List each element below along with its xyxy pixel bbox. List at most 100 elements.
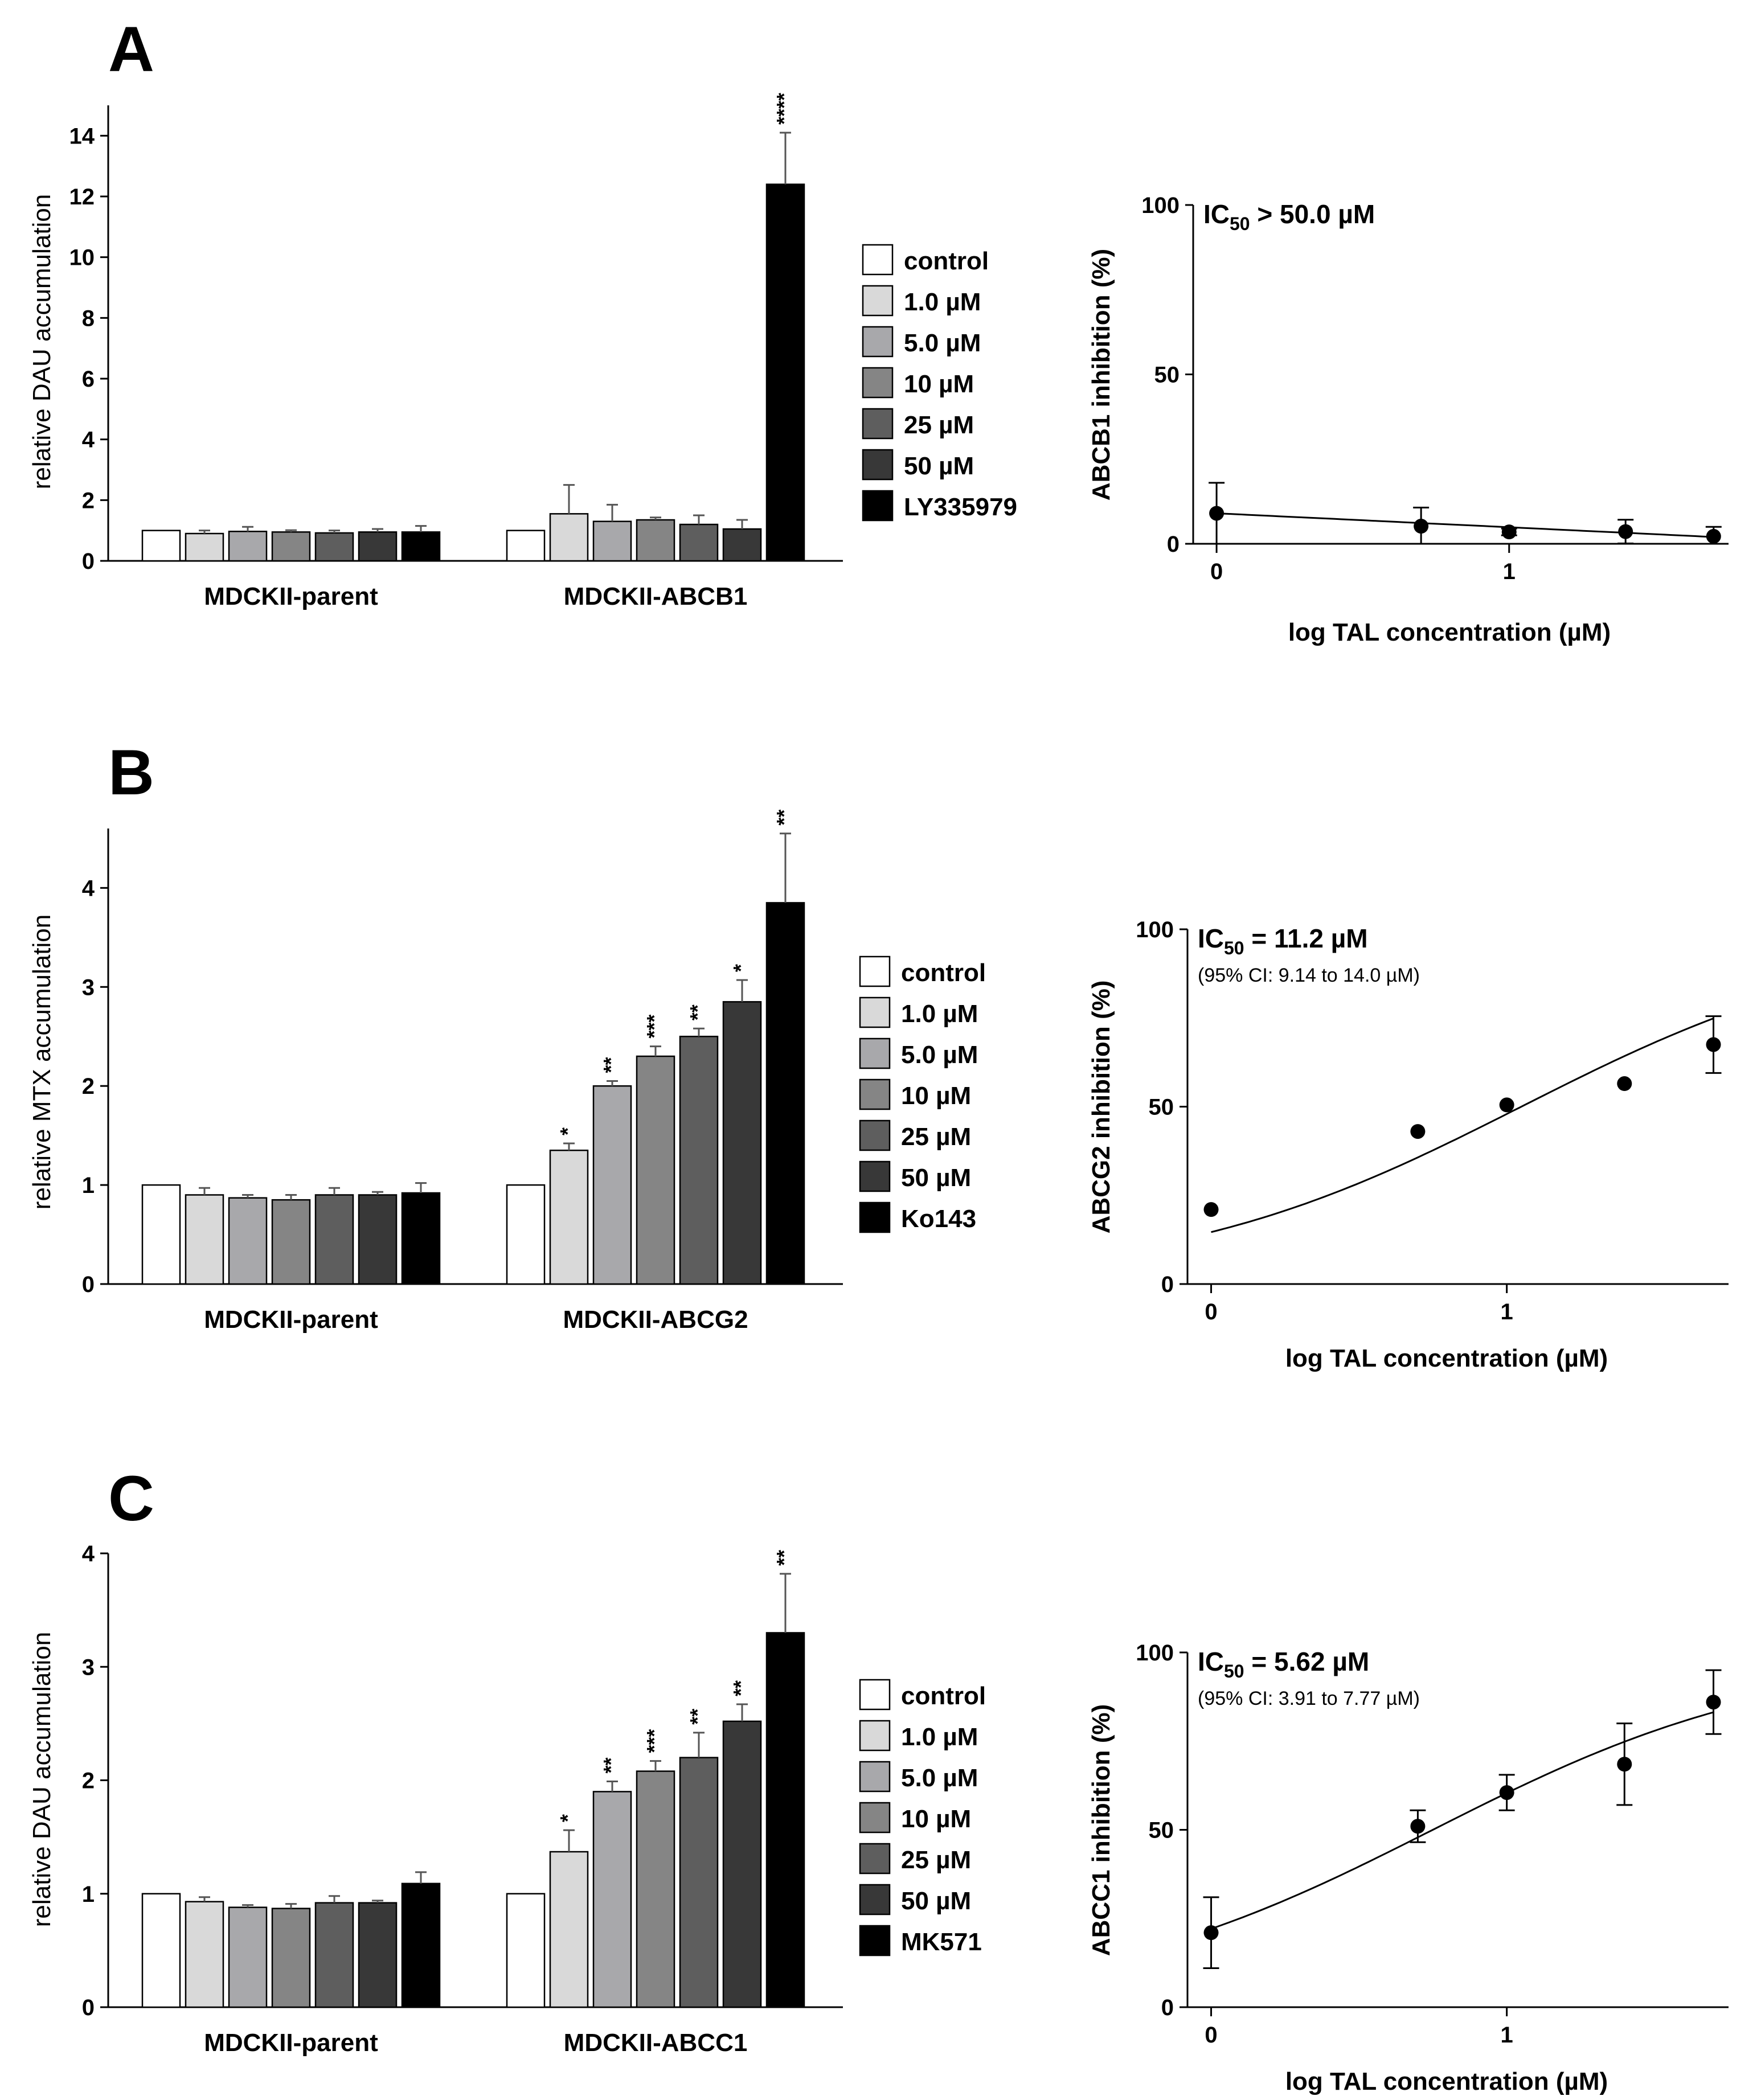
bar bbox=[271, 1908, 311, 2008]
y-tick-label: 6 bbox=[82, 367, 95, 392]
data-point bbox=[1203, 1202, 1219, 1217]
data-point bbox=[1617, 1757, 1632, 1772]
y-tick-label: 14 bbox=[69, 124, 95, 149]
legend-label: LY335979 bbox=[904, 493, 1017, 521]
bar-group: MDCKII-parent bbox=[141, 1871, 441, 2057]
y-tick-label: 0 bbox=[82, 1995, 95, 2020]
bar bbox=[549, 513, 589, 562]
curve-x-axis-label: log TAL concentration (µM) bbox=[1285, 1344, 1608, 1372]
bar bbox=[141, 1184, 181, 1285]
y-tick-label: 0 bbox=[82, 549, 95, 574]
bar bbox=[401, 1192, 441, 1285]
y-tick-label: 10 bbox=[69, 245, 95, 270]
legend: control 1.0 µM 5.0 µM 10 µM 25 µM 50 µM Ko143 bbox=[859, 955, 986, 1233]
significance-marker: ** bbox=[772, 1550, 796, 1566]
legend: control 1.0 µM 5.0 µM 10 µM 25 µM 50 µM MK571 bbox=[859, 1679, 986, 1957]
y-tick-label: 2 bbox=[82, 488, 95, 513]
legend-swatch bbox=[862, 490, 894, 522]
ic50-value: = 5.62 µM bbox=[1244, 1647, 1370, 1676]
bar bbox=[228, 1906, 268, 2008]
fit-curve bbox=[1211, 1711, 1714, 1930]
curve-x-axis-label: log TAL concentration (µM) bbox=[1288, 618, 1611, 646]
legend-label: 5.0 µM bbox=[901, 1764, 978, 1792]
significance-marker: *** bbox=[642, 1015, 666, 1039]
y-tick-label: 1 bbox=[82, 1173, 95, 1198]
curve-y-tick-label: 100 bbox=[1136, 1640, 1174, 1666]
ic50-subscript: 50 bbox=[1224, 938, 1244, 958]
legend-swatch bbox=[862, 449, 894, 481]
curve-chart: 0 50 100 0 1 log TAL concentration (µM) ABCC1 … bbox=[1087, 1640, 1729, 2095]
curve-x-tick-label: 1 bbox=[1501, 1299, 1513, 1324]
legend-swatch bbox=[859, 955, 891, 987]
curve-y-axis-label: ABCG2 inhibition (%) bbox=[1087, 981, 1115, 1234]
bar bbox=[358, 531, 398, 562]
significance-marker: ** bbox=[599, 1057, 623, 1073]
curve-y-axis-label: ABCB1 inhibition (%) bbox=[1087, 249, 1115, 501]
significance-marker: * bbox=[556, 1127, 579, 1135]
legend-swatch bbox=[859, 1160, 891, 1192]
legend-swatch bbox=[859, 1201, 891, 1233]
significance-marker: ** bbox=[686, 1709, 709, 1725]
curve-x-tick-label: 1 bbox=[1503, 559, 1516, 584]
curve-y-tick-label: 0 bbox=[1161, 1995, 1174, 2020]
legend-swatch bbox=[859, 1119, 891, 1151]
bar bbox=[141, 530, 181, 562]
data-point bbox=[1499, 1785, 1514, 1800]
curve-y-tick-label: 0 bbox=[1167, 532, 1180, 557]
curve-x-axis-label: log TAL concentration (µM) bbox=[1285, 2068, 1608, 2095]
legend-swatch bbox=[862, 326, 894, 358]
curve-chart: 0 50 100 0 1 log TAL concentration (µM) ABCB1 … bbox=[1087, 193, 1729, 646]
bar bbox=[549, 1149, 589, 1285]
y-tick-label: 2 bbox=[82, 1074, 95, 1099]
legend-swatch bbox=[862, 408, 894, 440]
bar bbox=[636, 1055, 675, 1285]
bar-group: ***********MDCKII-ABCG2 bbox=[506, 810, 805, 1334]
data-point bbox=[1706, 528, 1721, 544]
significance-marker: **** bbox=[772, 93, 796, 125]
y-tick-label: 3 bbox=[82, 975, 95, 1000]
bar bbox=[401, 531, 441, 562]
y-tick-label: 4 bbox=[82, 1541, 95, 1566]
ic50-value: = 11.2 µM bbox=[1244, 924, 1368, 953]
bar-chart: 0 2 4 6 8 10 12 14 relative DAU accumulation MDCK… bbox=[28, 93, 843, 610]
ic50-prefix: IC bbox=[1198, 924, 1224, 953]
legend-swatch bbox=[859, 1843, 891, 1875]
legend-swatch bbox=[859, 1761, 891, 1793]
legend-swatch bbox=[859, 1925, 891, 1957]
bar-y-axis-label: relative MTX accumulation bbox=[28, 914, 56, 1209]
bar-chart: 0 1 2 3 4 relative MTX accumulation MDCKII-par… bbox=[28, 810, 843, 1334]
bar-group: MDCKII-parent bbox=[141, 525, 441, 610]
bar bbox=[679, 1035, 719, 1285]
group-label: MDCKII-parent bbox=[204, 583, 378, 610]
ic50-confidence-interval: (95% CI: 9.14 to 14.0 µM) bbox=[1198, 965, 1420, 986]
curve-y-tick-label: 0 bbox=[1161, 1272, 1174, 1297]
curve-x-tick-label: 1 bbox=[1501, 2023, 1513, 2048]
bar bbox=[314, 1194, 354, 1285]
legend-label: 1.0 µM bbox=[904, 288, 981, 316]
ic50-subscript: 50 bbox=[1230, 214, 1250, 234]
data-point bbox=[1618, 524, 1633, 539]
curve-y-tick-label: 100 bbox=[1136, 917, 1174, 942]
ic50-annotation: IC50 = 11.2 µM bbox=[1198, 924, 1368, 958]
y-tick-label: 0 bbox=[82, 1272, 95, 1297]
ic50-confidence-interval: (95% CI: 3.91 to 7.77 µM) bbox=[1198, 1688, 1420, 1709]
bar bbox=[185, 1901, 224, 2008]
legend-swatch bbox=[859, 1679, 891, 1711]
legend-swatch bbox=[862, 244, 894, 276]
bar bbox=[722, 1720, 762, 2008]
group-label: MDCKII-parent bbox=[204, 1306, 378, 1334]
y-tick-label: 3 bbox=[82, 1655, 95, 1680]
bar bbox=[679, 523, 719, 562]
bar bbox=[141, 1893, 181, 2008]
significance-marker: *** bbox=[642, 1729, 666, 1753]
significance-marker: ** bbox=[686, 1004, 709, 1020]
fit-curve bbox=[1211, 1017, 1714, 1233]
legend-label: Ko143 bbox=[901, 1205, 976, 1233]
group-label: MDCKII-ABCC1 bbox=[564, 2029, 748, 2057]
legend: control 1.0 µM 5.0 µM 10 µM 25 µM 50 µM LY3359… bbox=[862, 244, 1017, 522]
legend-label: 5.0 µM bbox=[901, 1041, 978, 1069]
ic50-annotation: IC50 > 50.0 µM bbox=[1203, 199, 1375, 234]
bar-y-axis-label: relative DAU accumulation bbox=[28, 1632, 56, 1927]
bar bbox=[506, 530, 546, 562]
curve-y-axis-label: ABCC1 inhibition (%) bbox=[1087, 1704, 1115, 1956]
